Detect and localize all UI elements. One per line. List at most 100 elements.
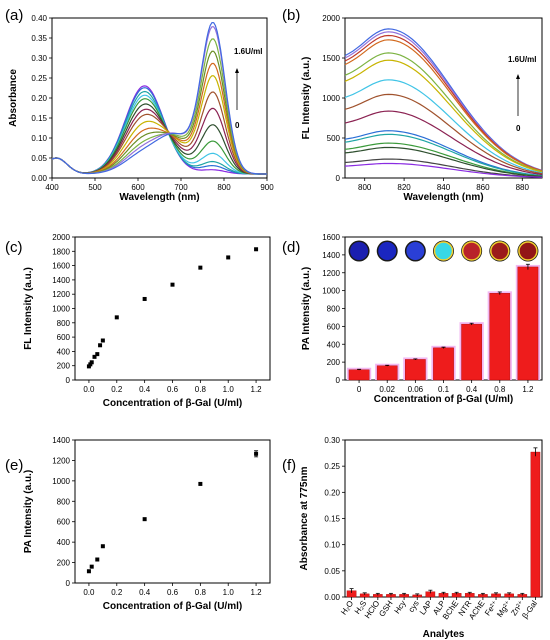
x-tick-label: 0.1 xyxy=(438,385,450,394)
x-tick-label: Mg²⁺ xyxy=(495,599,513,619)
pa-image xyxy=(406,242,425,260)
panel-label: (a) xyxy=(5,7,23,24)
pa-image xyxy=(433,241,454,261)
data-point xyxy=(89,564,94,569)
y-tick-label: 1400 xyxy=(52,436,70,445)
y-tick-label: 2000 xyxy=(52,233,70,242)
data-point xyxy=(198,265,203,270)
data-point xyxy=(95,557,100,562)
bar xyxy=(517,266,539,381)
data-point xyxy=(92,354,97,359)
y-tick-label: 0.15 xyxy=(324,515,340,524)
series-line xyxy=(51,21,267,175)
y-tick-label: 600 xyxy=(57,333,71,342)
data-point xyxy=(86,569,91,574)
x-tick-label: 820 xyxy=(397,183,411,192)
y-tick-label: 0.00 xyxy=(324,593,340,602)
bar xyxy=(489,293,511,381)
panel-d: (d) 0 200 400 600 800 1000 1200 1400 1600 PA Inten… xyxy=(282,233,543,405)
data-point xyxy=(98,343,103,348)
y-axis-title: Absorbance xyxy=(8,69,19,127)
x-tick-label: 400 xyxy=(45,183,59,192)
y-tick-label: 0.25 xyxy=(324,462,340,471)
series-line xyxy=(344,146,543,177)
data-point xyxy=(89,360,94,365)
y-tick-label: 0 xyxy=(336,376,341,385)
panel-c: (c) 0 200 400 600 800 1000 1200 1400 1600 1800 2000… xyxy=(5,233,271,409)
y-tick-label: 200 xyxy=(57,362,71,371)
y-tick-label: 0 xyxy=(66,376,71,385)
pa-image xyxy=(378,242,397,260)
data-point xyxy=(254,247,259,252)
y-tick-label: 2000 xyxy=(322,14,340,23)
plot-frame xyxy=(74,439,271,584)
series-line xyxy=(344,158,543,178)
y-axis-title: FL Intensity (a.u.) xyxy=(301,57,312,140)
data-point xyxy=(142,296,147,301)
arrow-head xyxy=(516,74,520,79)
x-axis-title: Wavelength (nm) xyxy=(119,192,199,203)
y-tick-label: 1400 xyxy=(52,276,70,285)
series-line xyxy=(344,28,543,171)
data-point xyxy=(100,338,105,343)
x-tick-label: Hcy xyxy=(392,599,407,615)
data-point xyxy=(100,544,105,549)
y-tick-label: 0 xyxy=(66,579,71,588)
series-line xyxy=(344,142,543,177)
x-tick-label: 800 xyxy=(217,183,231,192)
x-axis-title: Concentration of β-Gal (U/ml) xyxy=(103,398,242,409)
pa-image xyxy=(490,241,510,261)
series-line xyxy=(344,31,543,172)
x-tick-label: 1.2 xyxy=(251,385,263,394)
x-tick-label: 0 xyxy=(357,385,362,394)
x-tick-label: 0.4 xyxy=(139,588,151,597)
bar xyxy=(530,451,541,598)
y-tick-label: 800 xyxy=(327,305,341,314)
y-tick-label: 0 xyxy=(336,174,341,183)
y-tick-label: 0.15 xyxy=(31,114,47,123)
x-axis-title: Wavelength (nm) xyxy=(403,192,483,203)
pa-image xyxy=(461,241,482,261)
y-tick-label: 1000 xyxy=(322,94,340,103)
y-tick-label: 0.20 xyxy=(324,488,340,497)
x-tick-label: 0.0 xyxy=(83,588,95,597)
series-line xyxy=(344,110,543,176)
y-tick-label: 0.20 xyxy=(31,94,47,103)
y-tick-label: 1500 xyxy=(322,54,340,63)
series-line xyxy=(344,34,543,172)
x-axis-title: Concentration of β-Gal (U/ml) xyxy=(103,601,242,612)
panel-label: (c) xyxy=(5,239,23,256)
y-tick-label: 0.10 xyxy=(31,134,47,143)
bar xyxy=(376,365,398,381)
annotation-min: 0 xyxy=(235,121,240,130)
panel-label: (b) xyxy=(282,7,300,24)
y-tick-label: 1600 xyxy=(52,262,70,271)
y-tick-label: 1200 xyxy=(52,290,70,299)
panel-e: (e) 0 200 400 600 800 1000 1200 1400 PA Intensity… xyxy=(5,436,271,612)
y-tick-label: 400 xyxy=(327,340,341,349)
y-tick-label: 200 xyxy=(57,559,71,568)
y-tick-label: 800 xyxy=(57,497,71,506)
x-axis-title: Analytes xyxy=(423,629,465,640)
x-tick-label: 860 xyxy=(476,183,490,192)
bar xyxy=(461,323,482,381)
y-tick-label: 0.10 xyxy=(324,541,340,550)
x-tick-label: 1.0 xyxy=(223,385,235,394)
x-tick-label: H₂O xyxy=(339,599,355,617)
x-tick-label: 500 xyxy=(88,183,102,192)
y-tick-label: 0.25 xyxy=(31,74,47,83)
x-tick-label: 0.6 xyxy=(167,385,179,394)
data-point xyxy=(88,362,93,367)
y-tick-label: 1000 xyxy=(52,477,70,486)
annotation-min: 0 xyxy=(516,124,521,133)
x-tick-label: 840 xyxy=(437,183,451,192)
x-tick-label: 0.2 xyxy=(111,385,123,394)
y-tick-label: 1200 xyxy=(52,456,70,465)
y-axis-title: PA Intensity (a.u.) xyxy=(301,267,312,350)
x-tick-label: 880 xyxy=(516,183,530,192)
y-tick-label: 0.40 xyxy=(31,14,47,23)
plot-frame xyxy=(74,236,271,381)
y-tick-label: 600 xyxy=(57,518,71,527)
x-tick-label: β-Gal xyxy=(520,599,539,620)
x-tick-label: 0.8 xyxy=(195,588,207,597)
